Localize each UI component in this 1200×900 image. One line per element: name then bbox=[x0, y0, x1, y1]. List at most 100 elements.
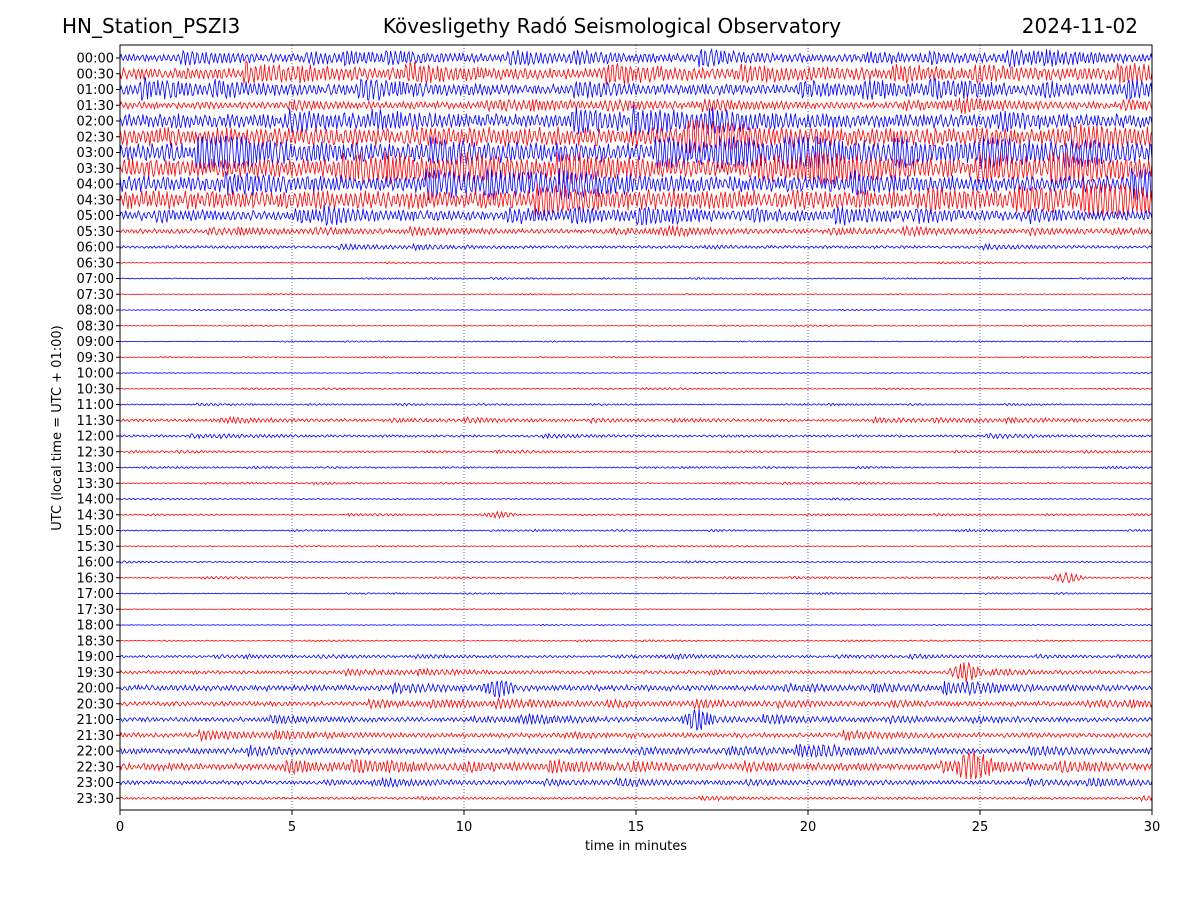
y-tick-label: 14:00 bbox=[77, 493, 114, 508]
trace-2300 bbox=[119, 776, 1153, 789]
y-axis-label: UTC (local time = UTC + 01:00) bbox=[50, 325, 65, 530]
y-tick-label: 22:00 bbox=[77, 745, 114, 760]
trace-1530 bbox=[119, 544, 1153, 548]
record-date: 2024-11-02 bbox=[1021, 14, 1138, 38]
trace-0730 bbox=[119, 292, 1153, 296]
trace-1100 bbox=[119, 402, 1153, 407]
trace-0830 bbox=[119, 324, 1153, 328]
y-tick-label: 07:00 bbox=[77, 272, 114, 287]
y-tick-label: 06:00 bbox=[77, 241, 114, 256]
y-tick-label: 04:30 bbox=[77, 193, 114, 208]
trace-1630 bbox=[119, 571, 1152, 584]
trace-0200 bbox=[119, 104, 1153, 138]
trace-1730 bbox=[119, 607, 1153, 611]
trace-2100 bbox=[119, 708, 1153, 731]
trace-1230 bbox=[119, 449, 1153, 455]
y-tick-label: 18:30 bbox=[77, 634, 114, 649]
trace-0400 bbox=[119, 167, 1153, 201]
x-tick-label: 15 bbox=[628, 820, 645, 835]
trace-1900 bbox=[119, 652, 1153, 661]
y-tick-label: 16:00 bbox=[77, 556, 114, 571]
trace-0430 bbox=[119, 183, 1153, 216]
trace-1800 bbox=[119, 623, 1153, 627]
y-tick-label: 12:00 bbox=[77, 430, 114, 445]
y-tick-label: 21:30 bbox=[77, 729, 114, 744]
y-tick-label: 05:00 bbox=[77, 209, 114, 224]
x-tick-label: 30 bbox=[1144, 820, 1161, 835]
x-tick-label: 5 bbox=[288, 820, 296, 835]
y-tick-label: 08:00 bbox=[77, 304, 114, 319]
x-axis-label: time in minutes bbox=[585, 839, 687, 854]
y-tick-label: 00:30 bbox=[77, 67, 114, 82]
trace-2330 bbox=[119, 794, 1153, 803]
y-tick-label: 20:00 bbox=[77, 682, 114, 697]
trace-0000 bbox=[119, 47, 1153, 68]
trace-0930 bbox=[119, 355, 1153, 359]
trace-1000 bbox=[119, 371, 1153, 375]
y-tick-label: 19:00 bbox=[77, 650, 114, 665]
y-tick-label: 19:30 bbox=[77, 666, 114, 681]
trace-0500 bbox=[119, 204, 1153, 226]
trace-0630 bbox=[119, 261, 1153, 265]
y-tick-label: 22:30 bbox=[77, 760, 114, 775]
y-tick-label: 13:00 bbox=[77, 461, 114, 476]
y-tick-label: 15:00 bbox=[77, 524, 114, 539]
trace-0330 bbox=[119, 152, 1153, 186]
y-tick-label: 08:30 bbox=[77, 319, 114, 334]
trace-1700 bbox=[119, 591, 1153, 596]
trace-1930 bbox=[119, 661, 1153, 683]
trace-1600 bbox=[119, 560, 1153, 564]
y-tick-label: 02:00 bbox=[77, 115, 114, 130]
station-name: HN_Station_PSZI3 bbox=[62, 14, 241, 38]
y-tick-label: 03:00 bbox=[77, 146, 114, 161]
x-tick-label: 0 bbox=[116, 820, 124, 835]
trace-2230 bbox=[119, 750, 1153, 780]
trace-0230 bbox=[119, 120, 1153, 154]
y-tick-label: 17:30 bbox=[77, 603, 114, 618]
y-tick-label: 11:00 bbox=[77, 398, 114, 413]
y-tick-label: 11:30 bbox=[77, 414, 114, 429]
trace-1330 bbox=[119, 481, 1153, 486]
trace-0130 bbox=[119, 97, 1153, 114]
y-tick-label: 18:00 bbox=[77, 619, 114, 634]
trace-1130 bbox=[119, 415, 1153, 425]
trace-1830 bbox=[119, 639, 1153, 643]
y-tick-label: 23:00 bbox=[77, 776, 114, 791]
trace-2030 bbox=[119, 696, 1153, 711]
trace-1400 bbox=[119, 497, 1153, 501]
x-tick-label: 20 bbox=[800, 820, 817, 835]
y-tick-label: 15:30 bbox=[77, 540, 114, 555]
y-tick-label: 23:30 bbox=[77, 792, 114, 807]
y-tick-label: 07:30 bbox=[77, 288, 114, 303]
y-tick-label: 02:30 bbox=[77, 130, 114, 145]
y-tick-label: 06:30 bbox=[77, 256, 114, 271]
trace-0530 bbox=[119, 224, 1153, 238]
y-tick-label: 13:30 bbox=[77, 477, 114, 492]
y-tick-label: 01:30 bbox=[77, 99, 114, 114]
x-tick-label: 25 bbox=[972, 820, 989, 835]
trace-2000 bbox=[119, 680, 1153, 698]
y-tick-label: 05:30 bbox=[77, 225, 114, 240]
trace-1500 bbox=[119, 528, 1153, 533]
trace-1200 bbox=[119, 432, 1153, 440]
y-tick-label: 09:30 bbox=[77, 351, 114, 366]
y-tick-label: 14:30 bbox=[77, 508, 114, 523]
observatory-title: Kövesligethy Radó Seismological Observat… bbox=[382, 14, 842, 38]
y-tick-label: 12:30 bbox=[77, 445, 114, 460]
x-tick-label: 10 bbox=[456, 820, 473, 835]
y-tick-label: 00:00 bbox=[77, 52, 114, 67]
traces-layer bbox=[119, 47, 1153, 803]
x-tick-layer: 0 5 10 15 20 25 30 bbox=[116, 810, 1160, 835]
y-tick-label: 03:30 bbox=[77, 162, 114, 177]
trace-0030 bbox=[119, 59, 1153, 85]
y-tick-label: 10:30 bbox=[77, 382, 114, 397]
trace-2130 bbox=[119, 728, 1153, 743]
trace-0100 bbox=[119, 77, 1153, 101]
trace-1030 bbox=[119, 387, 1153, 391]
y-tick-label: 09:00 bbox=[77, 335, 114, 350]
y-tick-layer: 00:0000:3001:0001:3002:0002:3003:0003:30… bbox=[77, 52, 120, 807]
trace-0800 bbox=[119, 308, 1153, 312]
trace-0700 bbox=[119, 276, 1153, 281]
y-tick-label: 04:00 bbox=[77, 178, 114, 193]
y-tick-label: 10:00 bbox=[77, 367, 114, 382]
